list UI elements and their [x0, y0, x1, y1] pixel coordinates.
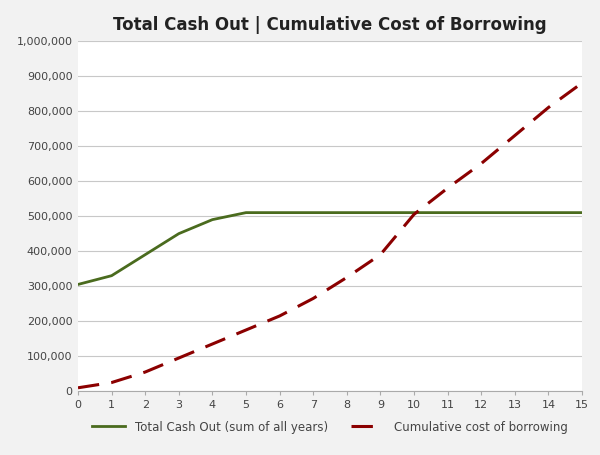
- Line: Cumulative cost of borrowing: Cumulative cost of borrowing: [78, 83, 582, 388]
- Cumulative cost of borrowing: [377, 252, 384, 258]
- Cumulative cost of borrowing: [343, 275, 350, 280]
- Total Cash Out (sum of all years): [74, 282, 82, 287]
- Cumulative cost of borrowing: [545, 105, 552, 110]
- Total Cash Out (sum of all years): [175, 231, 182, 237]
- Total Cash Out (sum of all years): [142, 252, 149, 258]
- Cumulative cost of borrowing: [142, 369, 149, 375]
- Cumulative cost of borrowing: [276, 313, 283, 318]
- Cumulative cost of borrowing: [410, 212, 418, 217]
- Cumulative cost of borrowing: [242, 327, 250, 333]
- Total Cash Out (sum of all years): [209, 217, 216, 222]
- Total Cash Out (sum of all years): [310, 210, 317, 215]
- Cumulative cost of borrowing: [444, 185, 451, 191]
- Total Cash Out (sum of all years): [578, 210, 586, 215]
- Total Cash Out (sum of all years): [545, 210, 552, 215]
- Total Cash Out (sum of all years): [276, 210, 283, 215]
- Cumulative cost of borrowing: [511, 133, 518, 138]
- Total Cash Out (sum of all years): [242, 210, 250, 215]
- Total Cash Out (sum of all years): [377, 210, 384, 215]
- Cumulative cost of borrowing: [209, 341, 216, 347]
- Line: Total Cash Out (sum of all years): Total Cash Out (sum of all years): [78, 212, 582, 284]
- Total Cash Out (sum of all years): [410, 210, 418, 215]
- Title: Total Cash Out | Cumulative Cost of Borrowing: Total Cash Out | Cumulative Cost of Borr…: [113, 16, 547, 34]
- Total Cash Out (sum of all years): [343, 210, 350, 215]
- Cumulative cost of borrowing: [74, 385, 82, 390]
- Total Cash Out (sum of all years): [108, 273, 115, 278]
- Cumulative cost of borrowing: [310, 296, 317, 301]
- Cumulative cost of borrowing: [108, 380, 115, 385]
- Total Cash Out (sum of all years): [478, 210, 485, 215]
- Cumulative cost of borrowing: [175, 355, 182, 361]
- Legend: Total Cash Out (sum of all years), Cumulative cost of borrowing: Total Cash Out (sum of all years), Cumul…: [86, 415, 574, 440]
- Cumulative cost of borrowing: [478, 161, 485, 166]
- Total Cash Out (sum of all years): [444, 210, 451, 215]
- Total Cash Out (sum of all years): [511, 210, 518, 215]
- Cumulative cost of borrowing: [578, 80, 586, 86]
